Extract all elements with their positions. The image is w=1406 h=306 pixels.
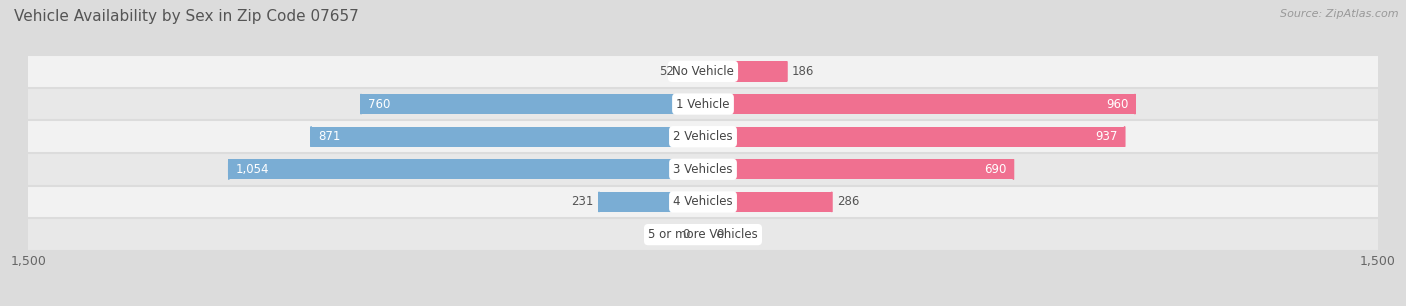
Bar — [703, 127, 1125, 147]
Bar — [703, 192, 832, 212]
Text: 3 Vehicles: 3 Vehicles — [673, 163, 733, 176]
Bar — [229, 159, 703, 179]
Legend: Male, Female: Male, Female — [623, 302, 783, 306]
Bar — [679, 61, 703, 81]
Text: 960: 960 — [1105, 98, 1128, 110]
Text: No Vehicle: No Vehicle — [672, 65, 734, 78]
Text: 186: 186 — [792, 65, 814, 78]
Bar — [703, 159, 1014, 179]
Bar — [28, 88, 1378, 120]
Bar — [311, 127, 703, 147]
Text: 4 Vehicles: 4 Vehicles — [673, 196, 733, 208]
Bar — [703, 94, 1135, 114]
Text: 937: 937 — [1095, 130, 1118, 143]
Text: Vehicle Availability by Sex in Zip Code 07657: Vehicle Availability by Sex in Zip Code … — [14, 9, 359, 24]
Text: 760: 760 — [368, 98, 391, 110]
Text: 52: 52 — [659, 65, 675, 78]
Bar — [599, 192, 703, 212]
Bar — [28, 218, 1378, 251]
Bar — [361, 94, 703, 114]
Text: 690: 690 — [984, 163, 1007, 176]
Text: 871: 871 — [318, 130, 340, 143]
Text: Source: ZipAtlas.com: Source: ZipAtlas.com — [1281, 9, 1399, 19]
Text: 2 Vehicles: 2 Vehicles — [673, 130, 733, 143]
Text: 286: 286 — [837, 196, 859, 208]
Bar — [703, 61, 787, 81]
Text: 1,054: 1,054 — [236, 163, 269, 176]
Text: 0: 0 — [717, 228, 724, 241]
Text: 231: 231 — [571, 196, 593, 208]
Text: 5 or more Vehicles: 5 or more Vehicles — [648, 228, 758, 241]
Bar — [28, 120, 1378, 153]
Bar — [28, 55, 1378, 88]
Bar — [28, 186, 1378, 218]
Bar — [28, 153, 1378, 186]
Text: 1 Vehicle: 1 Vehicle — [676, 98, 730, 110]
Text: 0: 0 — [682, 228, 689, 241]
